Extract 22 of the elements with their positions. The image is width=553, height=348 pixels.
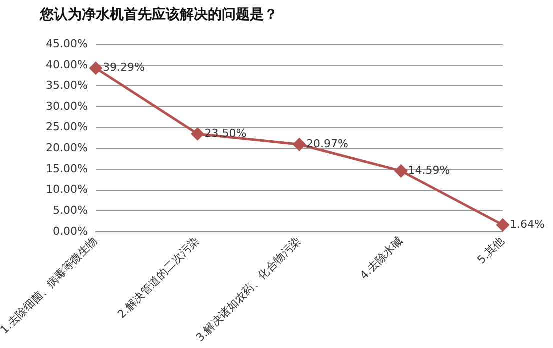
data-label: 1.64% bbox=[510, 218, 545, 231]
y-tick-label: 45.00% bbox=[46, 37, 88, 50]
chart-title: 您认为净水机首先应该解决的问题是？ bbox=[40, 6, 278, 24]
y-tick-label: 10.00% bbox=[46, 183, 88, 196]
y-tick-label: 40.00% bbox=[46, 58, 88, 72]
y-tick-label: 25.00% bbox=[46, 120, 88, 134]
data-label: 39.29% bbox=[102, 61, 145, 74]
y-tick-label: 35.00% bbox=[46, 79, 88, 92]
y-tick-label: 30.00% bbox=[46, 100, 88, 113]
point bbox=[394, 164, 408, 178]
x-tick-label: 4.去除水碱 bbox=[358, 234, 406, 282]
y-tick-label: 20.00% bbox=[46, 142, 88, 155]
data-label: 20.97% bbox=[306, 137, 348, 150]
y-tick-label: 5.00% bbox=[53, 204, 88, 217]
point bbox=[293, 138, 306, 151]
x-tick-label: 2.解决管道的二次污染 bbox=[115, 234, 202, 322]
data-label: 14.59% bbox=[408, 164, 450, 178]
y-tick-label: 15.00% bbox=[46, 162, 88, 176]
point bbox=[191, 128, 204, 140]
x-tick-label: 5.其他 bbox=[474, 234, 508, 267]
point bbox=[90, 62, 102, 75]
point bbox=[496, 218, 510, 232]
